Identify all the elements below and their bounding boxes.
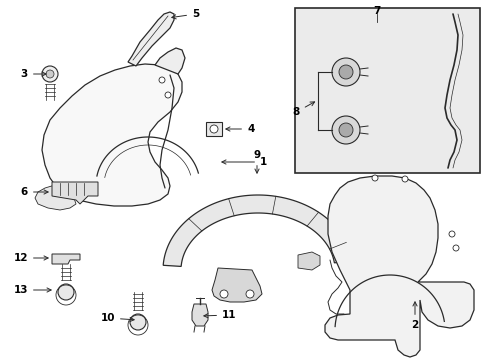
Circle shape	[401, 176, 407, 182]
Circle shape	[452, 245, 458, 251]
Circle shape	[42, 66, 58, 82]
Polygon shape	[52, 182, 98, 204]
Polygon shape	[155, 48, 184, 74]
Circle shape	[331, 58, 359, 86]
Circle shape	[209, 125, 218, 133]
Polygon shape	[35, 185, 76, 210]
Polygon shape	[42, 64, 182, 206]
Circle shape	[46, 70, 54, 78]
Text: 1: 1	[222, 157, 267, 167]
Text: 8: 8	[292, 102, 314, 117]
Polygon shape	[128, 12, 174, 66]
Circle shape	[331, 116, 359, 144]
Circle shape	[448, 231, 454, 237]
Text: 11: 11	[203, 310, 236, 320]
Text: 13: 13	[14, 285, 51, 295]
Circle shape	[245, 290, 253, 298]
Text: 10: 10	[101, 313, 134, 323]
Text: 4: 4	[225, 124, 254, 134]
Text: 9: 9	[253, 150, 260, 173]
Polygon shape	[192, 304, 207, 326]
Circle shape	[338, 123, 352, 137]
Text: 6: 6	[20, 187, 48, 197]
Bar	[294, 8, 479, 173]
Text: 12: 12	[14, 253, 48, 263]
Circle shape	[338, 65, 352, 79]
Polygon shape	[212, 268, 262, 302]
Polygon shape	[52, 254, 80, 264]
Circle shape	[130, 314, 146, 330]
Text: 7: 7	[372, 6, 380, 16]
Circle shape	[220, 290, 227, 298]
Circle shape	[371, 175, 377, 181]
Polygon shape	[297, 252, 319, 270]
Circle shape	[58, 284, 74, 300]
Text: 2: 2	[410, 302, 418, 330]
Text: 5: 5	[171, 9, 199, 19]
Circle shape	[164, 92, 171, 98]
Text: 3: 3	[20, 69, 46, 79]
Bar	[205, 122, 222, 136]
Circle shape	[159, 77, 164, 83]
Polygon shape	[163, 195, 351, 266]
Polygon shape	[325, 176, 473, 357]
